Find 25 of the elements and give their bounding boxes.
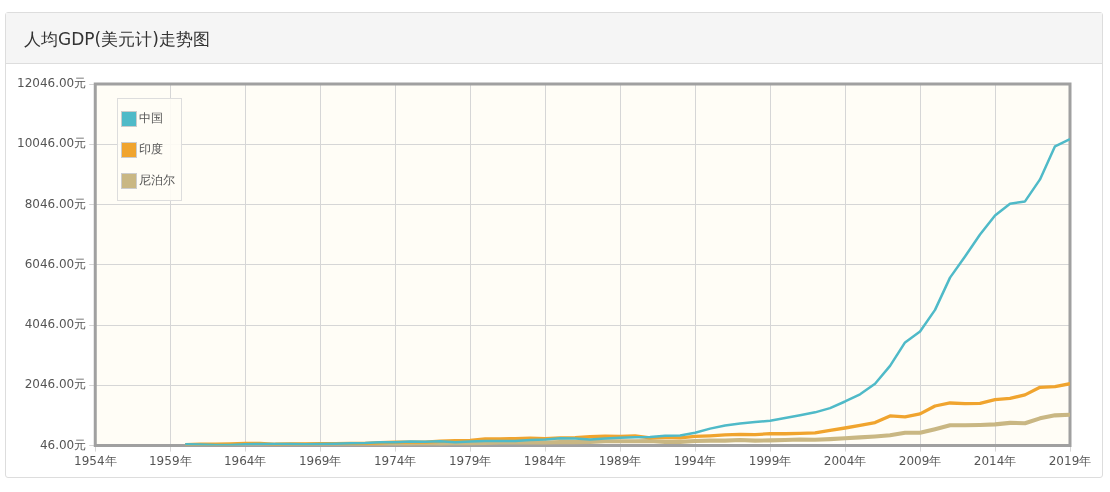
- y-tick-label: 12046.00元: [16, 76, 87, 91]
- x-tick-label: 1989年: [598, 453, 642, 468]
- x-tick-label: 1984年: [523, 453, 567, 468]
- legend-label: 中国: [139, 110, 164, 127]
- x-tick-label: 1964年: [223, 453, 267, 468]
- x-tick-label: 2009年: [898, 453, 942, 468]
- y-tick-label: 2046.00元: [24, 377, 87, 392]
- y-tick-label: 4046.00元: [24, 317, 87, 332]
- x-tick-label: 1959年: [148, 453, 192, 468]
- x-tick-label: 2019年: [1048, 453, 1092, 468]
- x-tick-label: 2014年: [973, 453, 1017, 468]
- legend-label: 尼泊尔: [139, 172, 176, 189]
- y-tick-label: 10046.00元: [16, 136, 87, 151]
- x-tick-label: 1979年: [448, 453, 492, 468]
- x-tick-label: 2004年: [823, 453, 867, 468]
- x-tick-label: 1954年: [73, 453, 117, 468]
- x-tick-label: 1969年: [298, 453, 342, 468]
- y-tick-label: 46.00元: [39, 437, 87, 452]
- chart-title: 人均GDP(美元计)走势图: [6, 13, 1102, 64]
- x-tick-label: 1999年: [748, 453, 792, 468]
- legend-label: 印度: [139, 141, 164, 158]
- x-tick-label: 1994年: [673, 453, 717, 468]
- x-tick-label: 1974年: [373, 453, 417, 468]
- y-tick-label: 8046.00元: [24, 196, 87, 211]
- y-tick-label: 6046.00元: [24, 256, 87, 271]
